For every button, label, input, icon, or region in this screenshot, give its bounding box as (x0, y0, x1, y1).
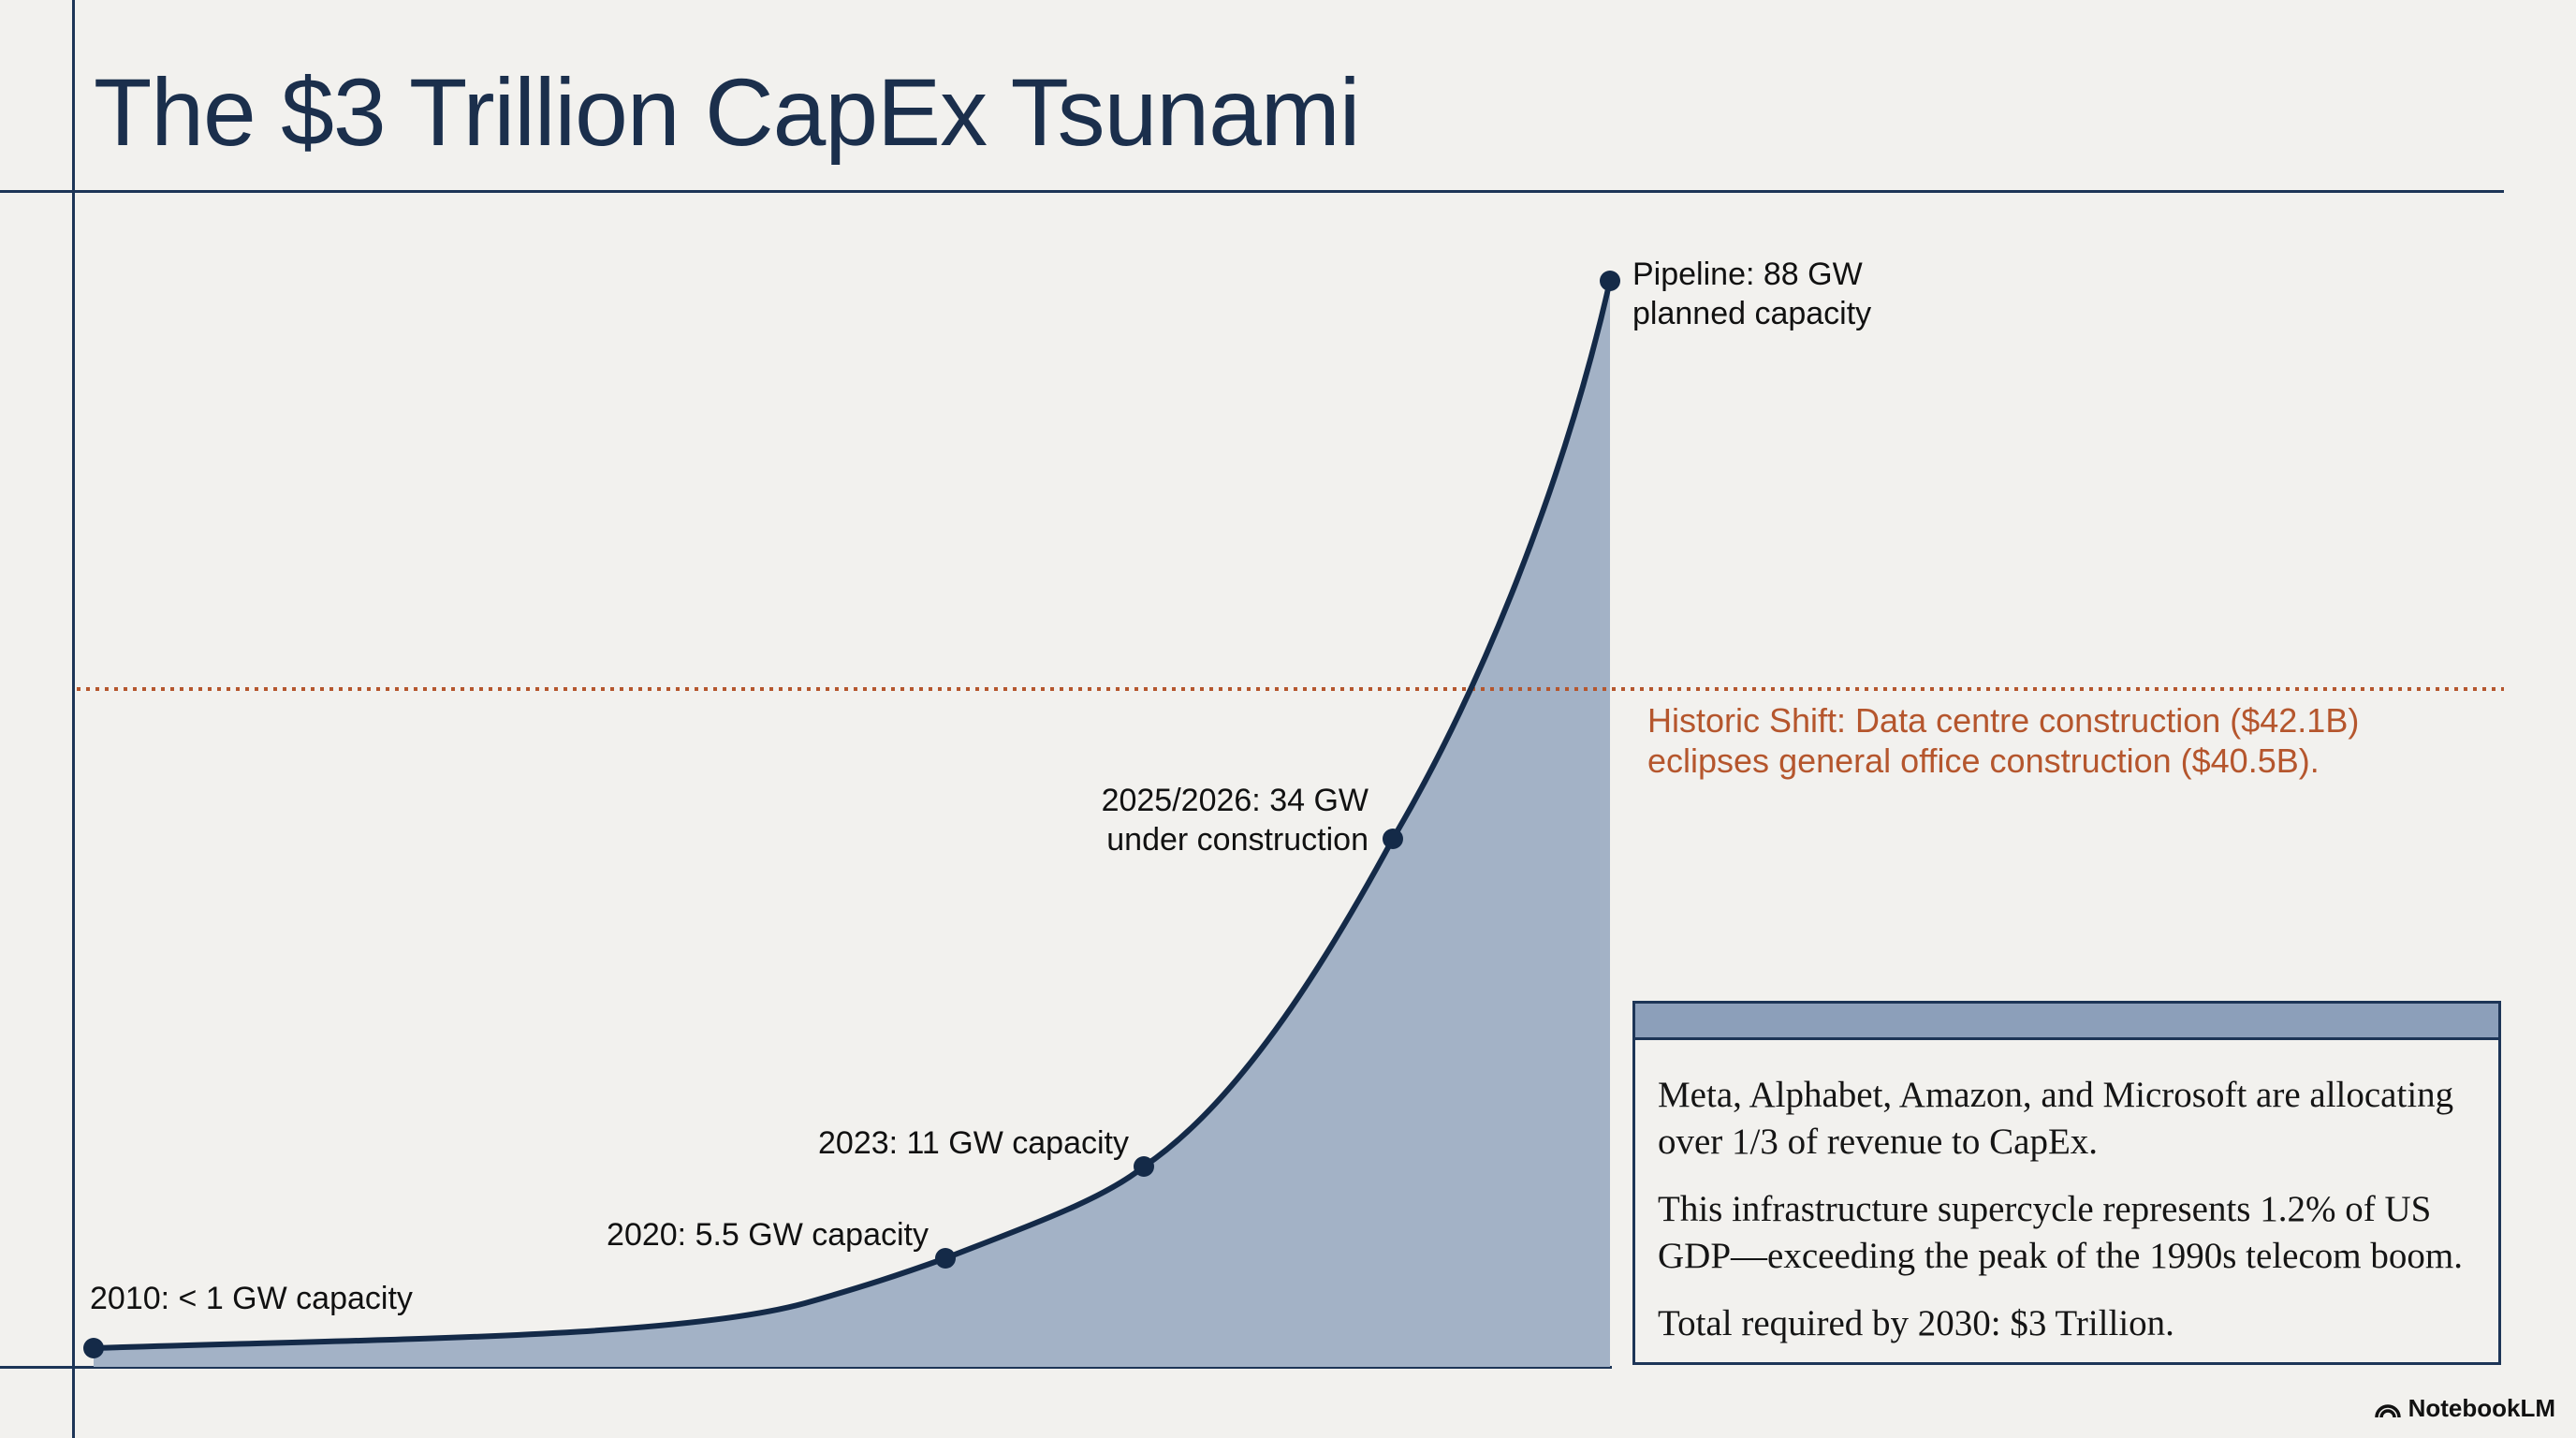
data-label-4: Pipeline: 88 GW planned capacity (1632, 257, 1871, 331)
brand-name: NotebookLM (2408, 1394, 2555, 1422)
info-paragraph-gdp: This infrastructure supercycle represent… (1658, 1189, 2463, 1276)
info-box-header-bar (1635, 1004, 2498, 1040)
data-label-1: 2020: 5.5 GW capacity (607, 1217, 929, 1253)
capacity-curve (93, 280, 1613, 1351)
data-label-3: 2025/2026: 34 GW under construction (1102, 783, 1368, 858)
data-point-0 (83, 1338, 104, 1358)
title-rule (0, 190, 2504, 193)
data-point-3 (1383, 829, 1403, 849)
data-point-2 (1134, 1156, 1154, 1177)
info-paragraph-capex-share: Meta, Alphabet, Amazon, and Microsoft ar… (1658, 1075, 2454, 1162)
data-label-2: 2023: 11 GW capacity (818, 1125, 1129, 1161)
data-label-0: 2010: < 1 GW capacity (90, 1281, 413, 1316)
data-point-4 (1600, 271, 1620, 291)
info-paragraph-total: Total required by 2030: $3 Trillion. (1658, 1303, 2174, 1343)
info-box: Meta, Alphabet, Amazon, and Microsoft ar… (1632, 1001, 2501, 1365)
page-title: The $3 Trillion CapEx Tsunami (94, 59, 1360, 166)
data-point-1 (935, 1248, 956, 1269)
capacity-area-fill (94, 281, 1610, 1367)
info-box-body: Meta, Alphabet, Amazon, and Microsoft ar… (1635, 1040, 2498, 1347)
historic-shift-annotation: Historic Shift: Data centre construction… (1647, 700, 2359, 781)
baseline-rule (0, 1366, 1612, 1369)
historic-shift-line-1: Historic Shift: Data centre construction… (1647, 701, 2360, 740)
brand-watermark: NotebookLM (2374, 1394, 2555, 1423)
vertical-rule (72, 0, 75, 1438)
historic-shift-line-2: eclipses general office construction ($4… (1647, 741, 2320, 780)
notebooklm-logo-icon (2374, 1403, 2401, 1417)
